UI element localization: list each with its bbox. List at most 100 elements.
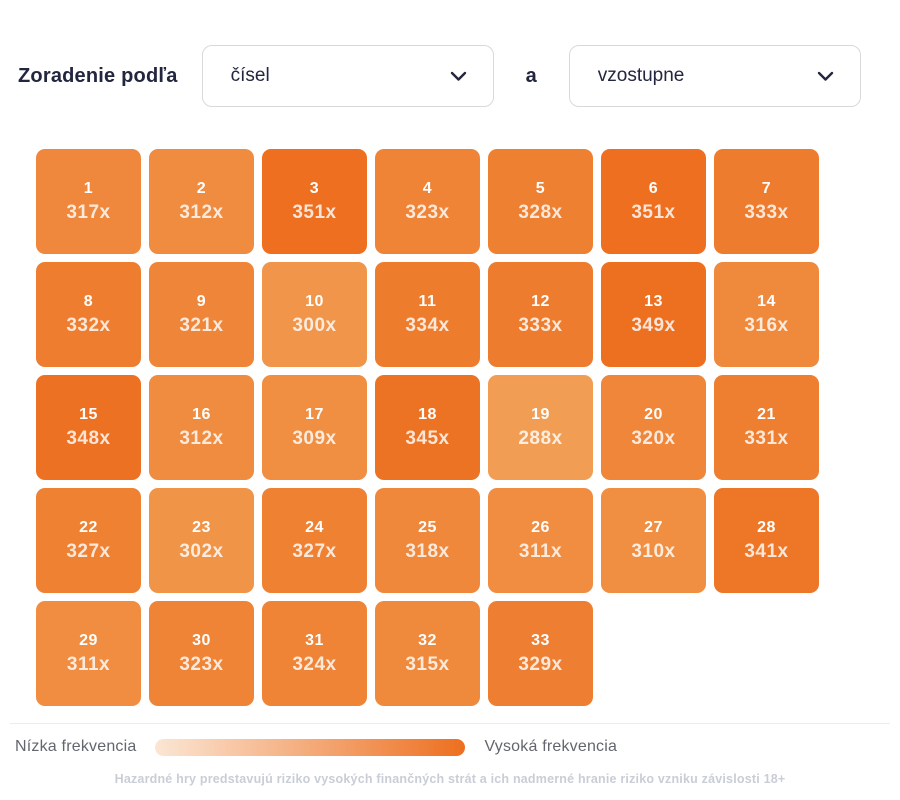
- tile-number: 7: [761, 180, 772, 197]
- tile-number: 33: [531, 632, 550, 649]
- number-tile: 11 334x: [375, 262, 480, 367]
- tile-frequency: 309x: [292, 428, 337, 449]
- number-tile: 18 345x: [375, 375, 480, 480]
- tile-frequency: 331x: [744, 428, 789, 449]
- tile-frequency: 328x: [518, 202, 563, 223]
- number-tile: 31 324x: [262, 601, 367, 706]
- number-tile: 29 311x: [36, 601, 141, 706]
- tile-number: 20: [644, 406, 663, 423]
- tile-number: 2: [196, 180, 207, 197]
- number-tile: 3 351x: [262, 149, 367, 254]
- tile-number: 25: [418, 519, 437, 536]
- number-tile: 10 300x: [262, 262, 367, 367]
- tile-number: 18: [418, 406, 437, 423]
- sort-direction-dropdown[interactable]: vzostupne: [568, 45, 861, 107]
- number-tile: 19 288x: [488, 375, 593, 480]
- number-tile: 7 333x: [714, 149, 819, 254]
- tile-frequency: 300x: [292, 315, 337, 336]
- tile-frequency: 323x: [405, 202, 450, 223]
- tile-number: 8: [83, 293, 94, 310]
- tile-frequency: 302x: [179, 541, 224, 562]
- chevron-down-icon: [817, 71, 834, 82]
- tile-number: 10: [305, 293, 324, 310]
- number-tile: 32 315x: [375, 601, 480, 706]
- number-tile: 20 320x: [601, 375, 706, 480]
- tile-frequency: 310x: [631, 541, 676, 562]
- conjunction-label: a: [525, 64, 537, 87]
- number-tile: 27 310x: [601, 488, 706, 593]
- number-tile: 15 348x: [36, 375, 141, 480]
- tile-frequency: 311x: [518, 541, 563, 562]
- tile-frequency: 312x: [179, 428, 224, 449]
- tile-frequency: 317x: [66, 202, 111, 223]
- number-tile: 24 327x: [262, 488, 367, 593]
- tile-number: 23: [192, 519, 211, 536]
- tile-number: 32: [418, 632, 437, 649]
- tile-frequency: 288x: [518, 428, 563, 449]
- frequency-gradient-bar: [155, 738, 466, 756]
- tile-frequency: 327x: [66, 541, 111, 562]
- tile-number: 17: [305, 406, 324, 423]
- tile-frequency: 312x: [179, 202, 224, 223]
- number-tile: 8 332x: [36, 262, 141, 367]
- tile-number: 5: [535, 180, 546, 197]
- tile-frequency: 332x: [66, 315, 111, 336]
- tile-number: 19: [531, 406, 550, 423]
- tile-number: 16: [192, 406, 211, 423]
- tile-number: 13: [644, 293, 663, 310]
- number-tile: 6 351x: [601, 149, 706, 254]
- number-tile: 5 328x: [488, 149, 593, 254]
- number-tile: 17 309x: [262, 375, 367, 480]
- number-tile: 26 311x: [488, 488, 593, 593]
- tile-number: 26: [531, 519, 550, 536]
- number-tile: 1 317x: [36, 149, 141, 254]
- tile-number: 28: [757, 519, 776, 536]
- number-tile: 21 331x: [714, 375, 819, 480]
- tile-frequency: 351x: [631, 202, 676, 223]
- tile-frequency: 318x: [405, 541, 450, 562]
- tile-number: 6: [648, 180, 659, 197]
- sort-controls: Zoradenie podľa čísel a vzostupne: [0, 0, 900, 107]
- tile-frequency: 334x: [405, 315, 450, 336]
- chevron-down-icon: [450, 71, 467, 82]
- number-tile: 23 302x: [149, 488, 254, 593]
- tile-frequency: 333x: [518, 315, 563, 336]
- tile-number: 3: [309, 180, 320, 197]
- sort-by-dropdown[interactable]: čísel: [201, 45, 494, 107]
- tile-number: 9: [196, 293, 207, 310]
- frequency-grid: 1 317x 2 312x 3 351x 4 323x 5 328x 6 351x 7 333x 8 332x…: [36, 149, 900, 706]
- tile-number: 1: [83, 180, 94, 197]
- number-tile: 14 316x: [714, 262, 819, 367]
- tile-frequency: 341x: [744, 541, 789, 562]
- tile-frequency: 351x: [292, 202, 337, 223]
- frequency-legend: Nízka frekvencia Vysoká frekvencia: [10, 723, 890, 756]
- number-tile: 2 312x: [149, 149, 254, 254]
- tile-number: 12: [531, 293, 550, 310]
- tile-frequency: 345x: [405, 428, 450, 449]
- tile-frequency: 329x: [518, 654, 563, 675]
- tile-frequency: 327x: [292, 541, 337, 562]
- sort-label: Zoradenie podľa: [18, 64, 178, 87]
- tile-number: 31: [305, 632, 324, 649]
- tile-frequency: 324x: [292, 654, 337, 675]
- number-tile: 16 312x: [149, 375, 254, 480]
- tile-frequency: 349x: [631, 315, 676, 336]
- number-tile: 4 323x: [375, 149, 480, 254]
- number-tile: 25 318x: [375, 488, 480, 593]
- tile-number: 22: [79, 519, 98, 536]
- tile-number: 11: [418, 293, 437, 310]
- tile-number: 21: [757, 406, 776, 423]
- tile-frequency: 333x: [744, 202, 789, 223]
- number-tile: 33 329x: [488, 601, 593, 706]
- sort-direction-selected-value: vzostupne: [597, 65, 685, 86]
- tile-number: 14: [757, 293, 776, 310]
- gambling-disclaimer: Hazardné hry predstavujú riziko vysokých…: [114, 772, 786, 786]
- tile-number: 27: [644, 519, 663, 536]
- tile-frequency: 321x: [179, 315, 224, 336]
- tile-number: 29: [79, 632, 98, 649]
- number-tile: 30 323x: [149, 601, 254, 706]
- legend-low-label: Nízka frekvencia: [15, 738, 137, 755]
- tile-frequency: 315x: [405, 654, 450, 675]
- number-tile: 9 321x: [149, 262, 254, 367]
